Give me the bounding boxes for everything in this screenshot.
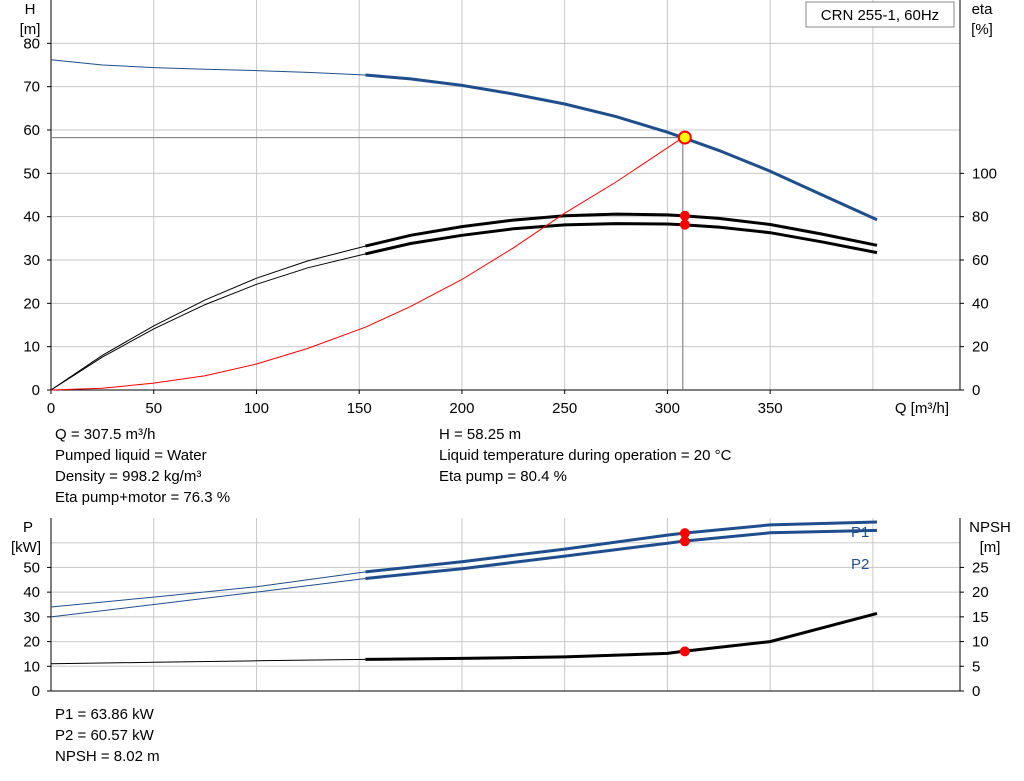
series-0-curve-thick — [365, 73, 878, 222]
npsh-readout: NPSH = 8.02 m — [55, 748, 160, 765]
lower-chart-grid — [50, 518, 960, 692]
p1-curve-thin — [50, 571, 366, 608]
p-axis-label: P — [23, 519, 33, 536]
right-tick-label: 10 — [972, 634, 989, 651]
upper-info-left: Q = 307.5 m³/h Pumped liquid = Water Den… — [55, 424, 230, 508]
x-tick-label: 150 — [347, 400, 372, 417]
right-tick-label: 0 — [972, 683, 980, 700]
left-tick-label: 30 — [23, 609, 40, 626]
flow-readout: Q = 307.5 m³/h — [55, 426, 156, 443]
eta-axis-label: eta — [972, 1, 994, 18]
chart-title: CRN 255-1, 60Hz — [821, 7, 939, 24]
npsh-curve-thick — [365, 611, 878, 661]
right-tick-label: 40 — [972, 295, 989, 312]
p2-curve-thin — [50, 578, 366, 618]
left-tick-label: 10 — [23, 339, 40, 356]
p2-marker — [679, 536, 690, 547]
h-axis-unit: [m] — [20, 21, 41, 38]
right-tick-label: 20 — [972, 339, 989, 356]
p2-series-label: P2 — [851, 556, 869, 573]
right-tick-label: 5 — [972, 658, 980, 675]
series-2-curve-thin — [50, 253, 366, 391]
p1-series-label: P1 — [851, 524, 869, 541]
eta-total-readout: Eta pump+motor = 76.3 % — [55, 489, 231, 506]
right-tick-label: 0 — [972, 382, 980, 399]
series-3-curve-thin — [50, 137, 684, 391]
p2-readout: P2 = 60.57 kW — [55, 727, 154, 744]
series-1-curve-thin — [50, 245, 366, 391]
chart-title-box — [805, 1, 955, 28]
p1-readout: P1 = 63.86 kW — [55, 706, 154, 723]
p1-curve-thick — [365, 520, 878, 574]
left-tick-label: 0 — [32, 683, 40, 700]
p-axis-unit: [kW] — [11, 539, 41, 556]
p2-curve-thick — [365, 528, 878, 580]
right-tick-label: 80 — [972, 209, 989, 226]
lower-chart-series — [50, 520, 878, 665]
npsh-axis-unit: [m] — [980, 539, 1001, 556]
x-tick-label: 50 — [145, 400, 162, 417]
right-tick-label: 15 — [972, 609, 989, 626]
left-tick-label: 10 — [23, 658, 40, 675]
pumped-liquid-readout: Pumped liquid = Water — [55, 447, 207, 464]
left-tick-label: 80 — [23, 35, 40, 52]
x-tick-label: 250 — [552, 400, 577, 417]
head-readout: H = 58.25 m — [439, 426, 522, 443]
x-tick-label: 100 — [244, 400, 269, 417]
x-tick-label: 350 — [758, 400, 783, 417]
left-tick-label: 50 — [23, 559, 40, 576]
left-tick-label: 20 — [23, 295, 40, 312]
x-tick-label: 0 — [47, 400, 55, 417]
series-0-curve-thin — [50, 59, 366, 76]
eta-total-marker — [679, 219, 690, 230]
left-tick-label: 30 — [23, 252, 40, 269]
left-tick-label: 70 — [23, 79, 40, 96]
right-tick-label: 100 — [972, 165, 997, 182]
right-tick-label: 25 — [972, 559, 989, 576]
npsh-curve-thin — [50, 658, 366, 665]
lower-info: P1 = 63.86 kW P2 = 60.57 kW NPSH = 8.02 … — [55, 704, 160, 767]
left-tick-label: 20 — [23, 634, 40, 651]
left-tick-label: 60 — [23, 122, 40, 139]
series-2-curve-thick — [365, 222, 878, 256]
p1-marker — [679, 528, 690, 539]
left-tick-label: 40 — [23, 209, 40, 226]
upper-info-right: H = 58.25 m Liquid temperature during op… — [439, 424, 731, 487]
upper-chart-series — [50, 59, 878, 391]
left-tick-label: 40 — [23, 584, 40, 601]
lower-chart-axes: 0 10 20 30 40 50 0 5 10 15 20 25 — [23, 518, 989, 700]
eta-pump-readout: Eta pump = 80.4 % — [439, 468, 567, 485]
q-axis-label: Q [m³/h] — [895, 400, 949, 417]
upper-chart-axes: 0 10 20 30 40 50 60 70 80 0 20 40 60 80 100 0 50 100 150 20… — [23, 0, 997, 417]
eta-axis-unit: [%] — [971, 21, 993, 38]
eta-pump-marker — [679, 210, 690, 221]
right-tick-label: 60 — [972, 252, 989, 269]
operating-point-marker — [677, 130, 692, 145]
x-tick-label: 300 — [655, 400, 680, 417]
left-tick-label: 50 — [23, 165, 40, 182]
temperature-readout: Liquid temperature during operation = 20… — [439, 447, 732, 464]
h-axis-label: H — [25, 1, 36, 18]
right-tick-label: 20 — [972, 584, 989, 601]
left-tick-label: 0 — [32, 382, 40, 399]
density-readout: Density = 998.2 kg/m³ — [55, 468, 202, 485]
series-1-curve-thick — [365, 212, 878, 248]
upper-chart-grid — [50, 0, 960, 391]
npsh-marker — [679, 646, 690, 657]
x-tick-label: 200 — [449, 400, 474, 417]
npsh-axis-label: NPSH — [969, 519, 1011, 536]
